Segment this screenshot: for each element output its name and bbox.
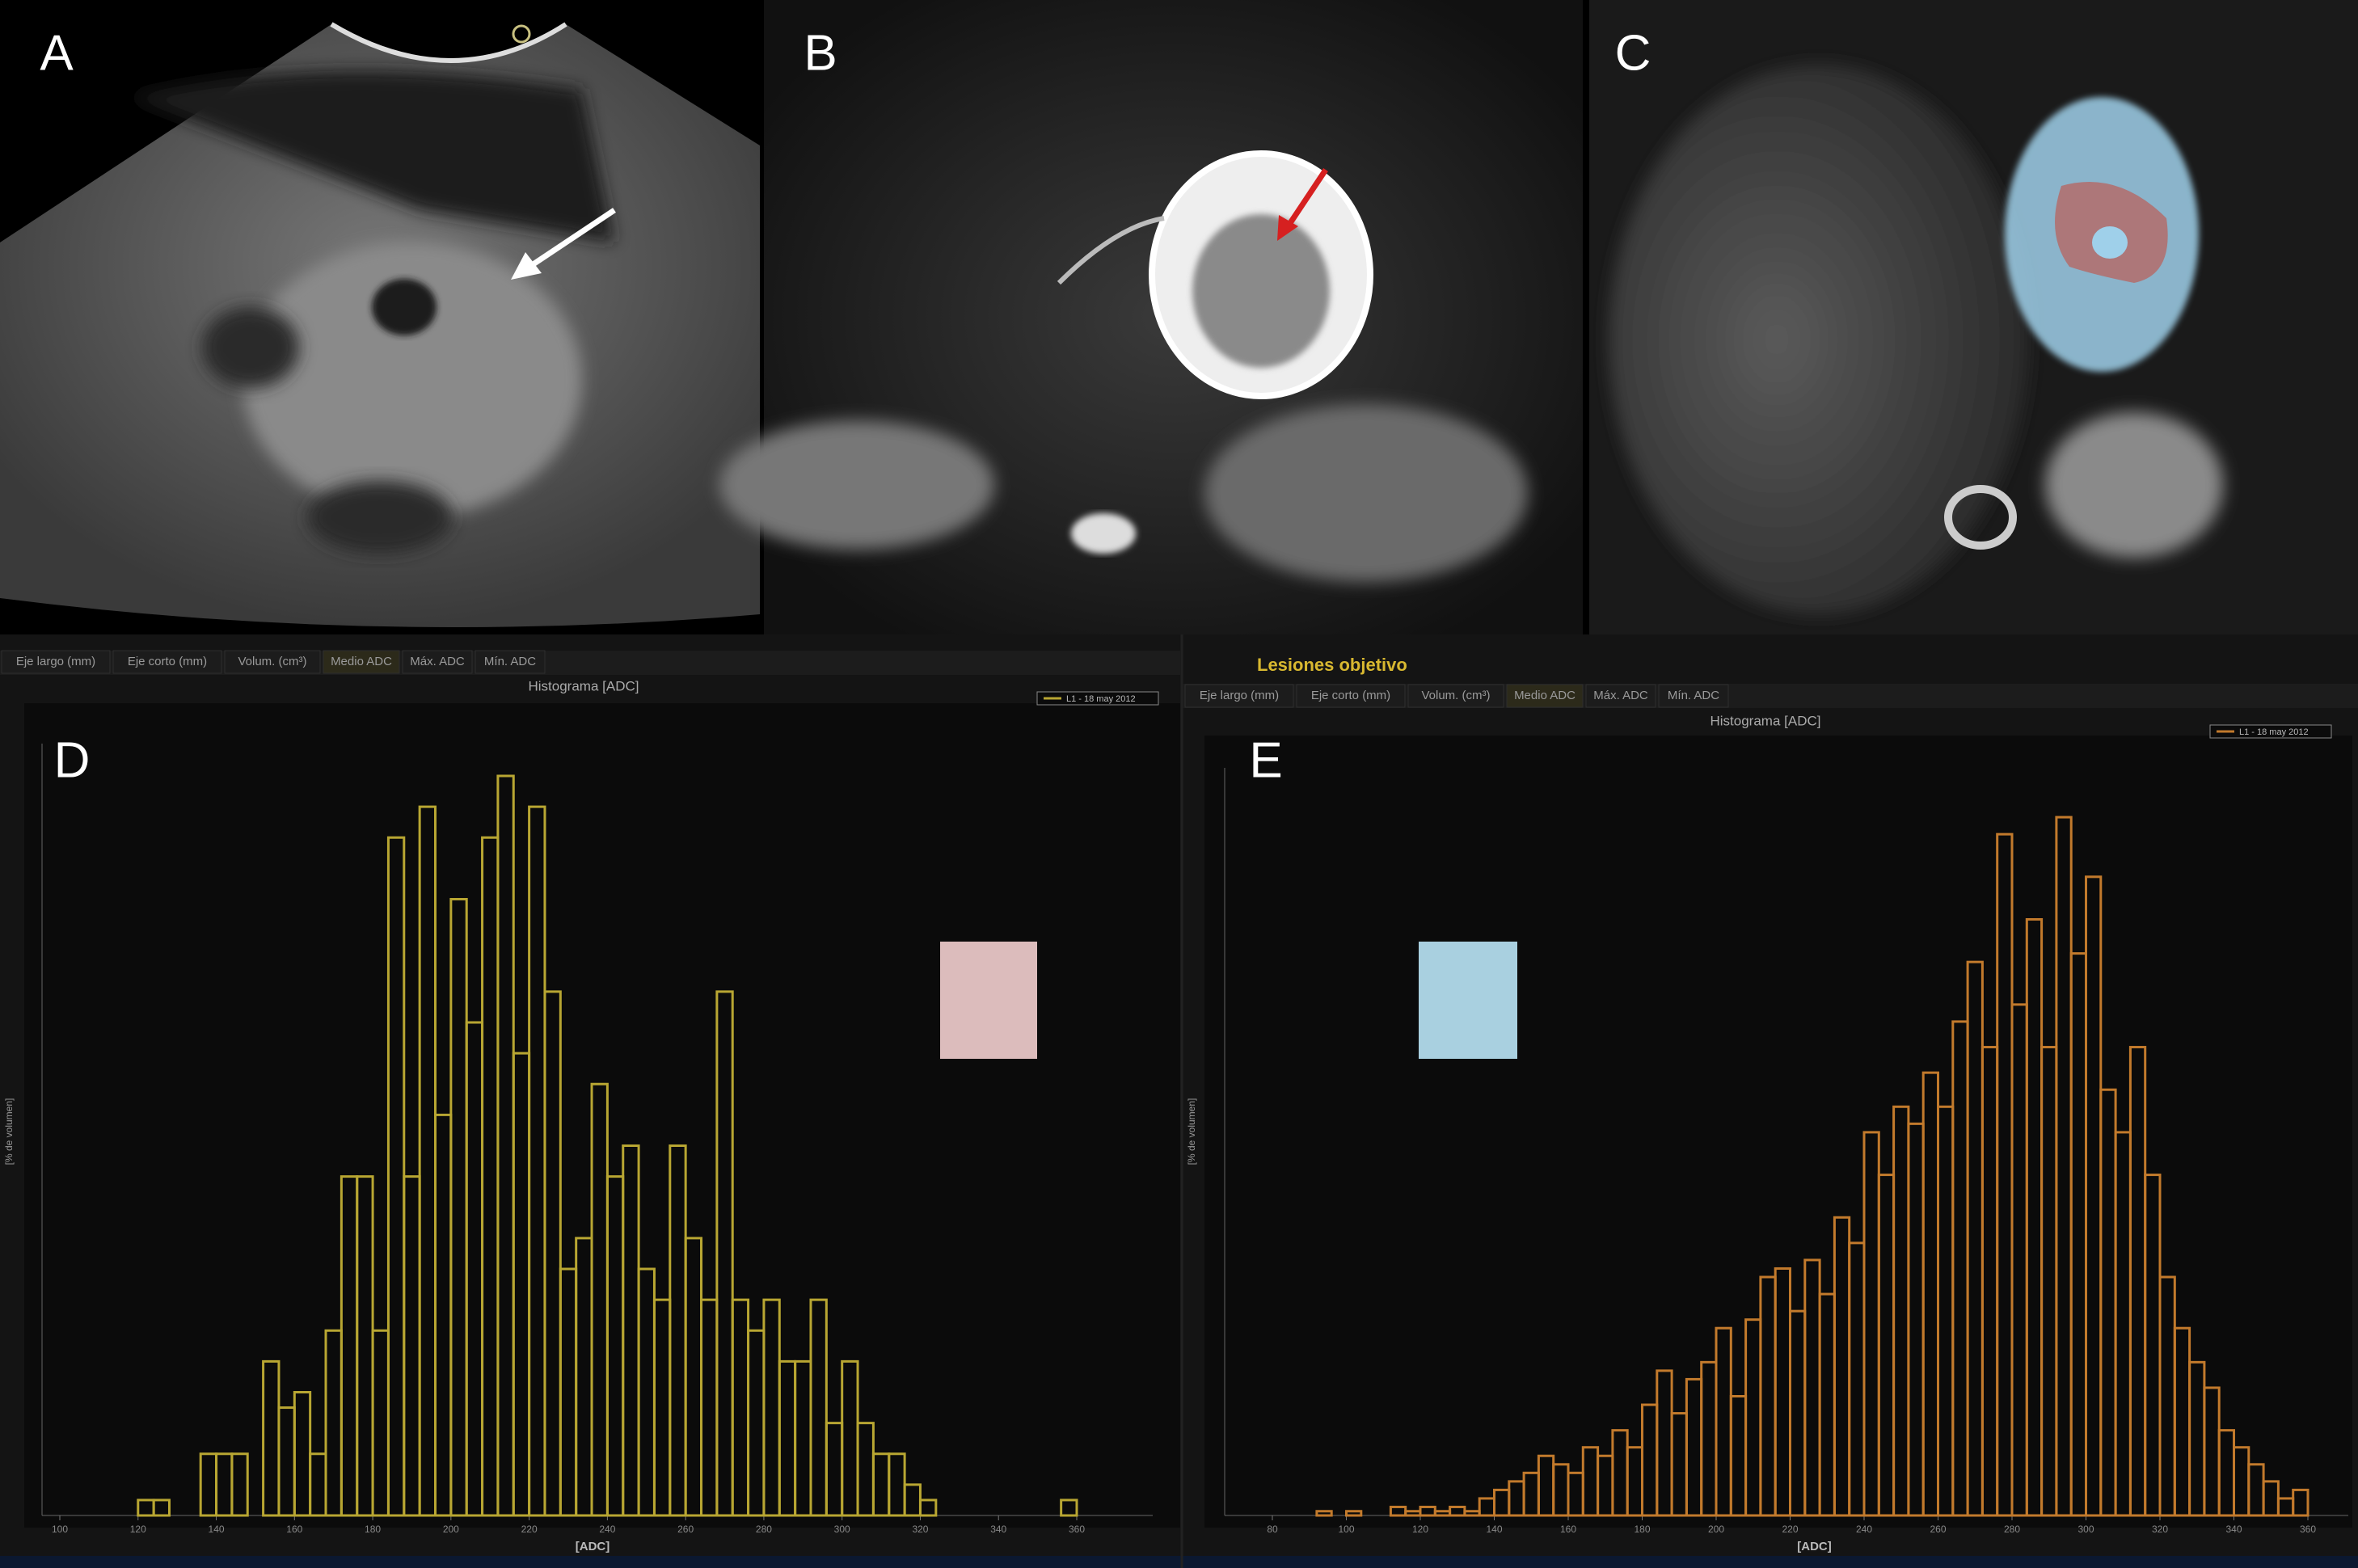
x-tick-label: 280 bbox=[756, 1524, 772, 1535]
histogram-bin bbox=[918, 1498, 938, 1517]
x-tick-label: 260 bbox=[1930, 1524, 1946, 1535]
x-tick-label: 100 bbox=[52, 1524, 68, 1535]
tab[interactable] bbox=[1296, 684, 1406, 708]
x-axis-label: [ADC] bbox=[1797, 1540, 1832, 1553]
panel-label: E bbox=[1249, 732, 1282, 788]
x-tick-label: 320 bbox=[912, 1524, 928, 1535]
x-tick-label: 260 bbox=[677, 1524, 694, 1535]
x-tick-label: 120 bbox=[1412, 1524, 1428, 1535]
x-tick-label: 240 bbox=[1856, 1524, 1872, 1535]
analysis-ui bbox=[0, 634, 2358, 1568]
panel-label: A bbox=[40, 25, 74, 81]
panel-label: B bbox=[804, 25, 837, 81]
x-tick-label: 240 bbox=[599, 1524, 615, 1535]
tab[interactable] bbox=[402, 650, 473, 674]
tab-label: Eje corto (mm) bbox=[128, 655, 207, 668]
tab[interactable] bbox=[1585, 684, 1656, 708]
tab[interactable] bbox=[1506, 684, 1584, 708]
legend-label: L1 - 18 may 2012 bbox=[1066, 694, 1136, 704]
tab[interactable] bbox=[475, 650, 546, 674]
histogram-bin bbox=[2292, 1488, 2309, 1517]
tab[interactable] bbox=[1407, 684, 1504, 708]
tab[interactable] bbox=[112, 650, 222, 674]
x-tick-label: 340 bbox=[990, 1524, 1006, 1535]
y-axis-label: [% de volumen] bbox=[3, 1098, 15, 1165]
tab-label: Eje corto (mm) bbox=[1311, 689, 1390, 702]
x-tick-label: 360 bbox=[2300, 1524, 2316, 1535]
legend-box bbox=[2209, 724, 2332, 739]
tab[interactable] bbox=[224, 650, 321, 674]
tab-label: Volum. (cm³) bbox=[1421, 689, 1490, 702]
histogram-bin bbox=[152, 1498, 171, 1517]
tab-label: Máx. ADC bbox=[1593, 689, 1648, 702]
tab-label: Eje largo (mm) bbox=[16, 655, 95, 668]
x-tick-label: 140 bbox=[209, 1524, 225, 1535]
x-axis-label: [ADC] bbox=[576, 1540, 610, 1553]
panel-label: D bbox=[54, 732, 91, 788]
chart-title: Histograma [ADC] bbox=[1710, 713, 1821, 728]
x-tick-label: 140 bbox=[1486, 1524, 1502, 1535]
tab-label: Mín. ADC bbox=[484, 655, 536, 668]
histogram-bin bbox=[809, 1298, 828, 1517]
x-tick-label: 220 bbox=[521, 1524, 538, 1535]
x-tick-label: 320 bbox=[2152, 1524, 2168, 1535]
histogram-bin bbox=[1060, 1498, 1078, 1517]
histogram-bin bbox=[1345, 1510, 1363, 1517]
tab-label: Volum. (cm³) bbox=[238, 655, 306, 668]
legend-box bbox=[1036, 691, 1159, 706]
x-tick-label: 360 bbox=[1069, 1524, 1085, 1535]
histogram-bin bbox=[543, 990, 562, 1517]
x-tick-label: 100 bbox=[1338, 1524, 1354, 1535]
mri-t2-image bbox=[719, 0, 1583, 634]
tab[interactable] bbox=[1184, 684, 1294, 708]
legend-label: L1 - 18 may 2012 bbox=[2239, 727, 2309, 737]
x-tick-label: 300 bbox=[2077, 1524, 2094, 1535]
ui-title: Lesiones objetivo bbox=[1257, 655, 1407, 675]
tab-label: Medio ADC bbox=[1514, 689, 1576, 702]
x-tick-label: 280 bbox=[2004, 1524, 2020, 1535]
x-tick-label: 120 bbox=[130, 1524, 146, 1535]
x-tick-label: 180 bbox=[1634, 1524, 1650, 1535]
tab-label: Mín. ADC bbox=[1668, 689, 1719, 702]
tab-label: Máx. ADC bbox=[410, 655, 465, 668]
histogram-bin bbox=[1315, 1510, 1333, 1517]
x-tick-label: 300 bbox=[834, 1524, 850, 1535]
tab[interactable] bbox=[1658, 684, 1729, 708]
histogram-bin bbox=[715, 990, 734, 1517]
mri-adc-image bbox=[1589, 0, 2358, 634]
x-tick-label: 200 bbox=[443, 1524, 459, 1535]
histogram-bin bbox=[230, 1452, 249, 1517]
tab-label: Eje largo (mm) bbox=[1200, 689, 1279, 702]
ultrasound-image bbox=[0, 0, 760, 634]
x-tick-label: 220 bbox=[1782, 1524, 1798, 1535]
tab[interactable] bbox=[323, 650, 400, 674]
x-tick-label: 160 bbox=[286, 1524, 302, 1535]
x-tick-label: 160 bbox=[1560, 1524, 1576, 1535]
tab[interactable] bbox=[1, 650, 111, 674]
x-tick-label: 340 bbox=[2225, 1524, 2242, 1535]
x-tick-label: 180 bbox=[365, 1524, 381, 1535]
chart-title: Histograma [ADC] bbox=[529, 678, 639, 693]
y-axis-label: [% de volumen] bbox=[1186, 1098, 1197, 1165]
tab-label: Medio ADC bbox=[331, 655, 392, 668]
panel-label: C bbox=[1615, 25, 1651, 81]
x-tick-label: 80 bbox=[1267, 1524, 1278, 1535]
x-tick-label: 200 bbox=[1708, 1524, 1724, 1535]
